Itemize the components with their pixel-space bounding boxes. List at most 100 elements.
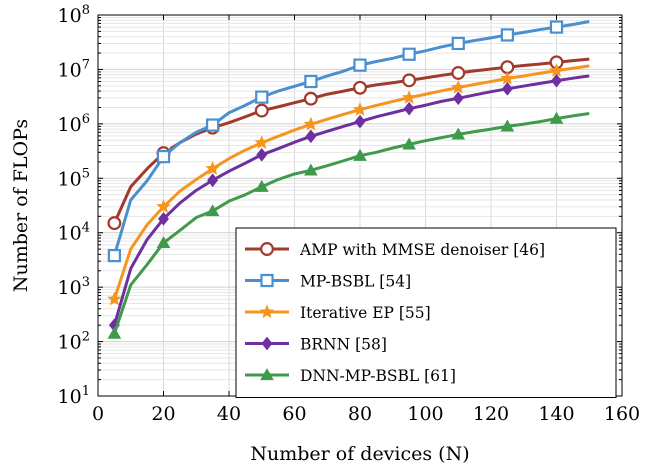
- y-tick-label: 103: [58, 275, 90, 299]
- data-marker: [156, 199, 171, 213]
- data-marker: [353, 80, 367, 95]
- data-marker: [402, 47, 416, 61]
- y-tick-label: 104: [58, 221, 90, 245]
- legend-label: DNN-MP-BSBL [61]: [300, 367, 456, 385]
- marker-background: [206, 119, 219, 132]
- data-marker: [303, 116, 319, 131]
- legend-entry: AMP with MMSE denoiser [46]: [245, 241, 545, 259]
- y-tick-label: 106: [58, 112, 90, 136]
- tick-labels: 0 20 40 60 80 100 120 140 160 101 102 103 104 105 106 1…: [58, 3, 641, 425]
- x-tick-label: 60: [282, 403, 306, 425]
- series-3: [107, 63, 590, 306]
- y-tick-label: 101: [58, 384, 90, 408]
- marker-background: [255, 104, 268, 117]
- marker-background: [452, 66, 465, 79]
- data-marker: [353, 148, 367, 161]
- marker-background: [108, 217, 121, 230]
- marker-background: [304, 75, 317, 88]
- series-5: [107, 111, 590, 339]
- x-tick-label: 120: [473, 403, 509, 425]
- data-marker: [303, 91, 318, 106]
- x-tick-label: 140: [538, 403, 574, 425]
- data-marker: [261, 336, 273, 351]
- x-axis-title: Number of devices (N): [250, 443, 469, 465]
- data-marker: [401, 90, 417, 104]
- data-marker: [352, 102, 368, 116]
- data-marker: [549, 63, 564, 77]
- data-marker: [500, 28, 515, 42]
- marker-background: [550, 21, 563, 34]
- data-marker: [156, 150, 171, 164]
- marker-background: [261, 274, 273, 287]
- x-tick-label: 80: [348, 403, 372, 425]
- data-marker: [402, 137, 416, 150]
- legend-box: [235, 227, 617, 398]
- x-tick-label: 0: [92, 403, 104, 425]
- marker-background: [255, 91, 268, 104]
- data-marker: [260, 368, 274, 381]
- data-marker: [205, 204, 220, 217]
- data-marker: [549, 20, 564, 34]
- data-marker: [259, 304, 275, 319]
- marker-background: [501, 28, 514, 41]
- marker-background: [108, 249, 121, 262]
- marker-background: [354, 81, 366, 94]
- data-marker: [304, 163, 318, 176]
- marker-background: [501, 61, 514, 74]
- data-marker: [305, 129, 317, 144]
- data-marker: [107, 326, 122, 339]
- data-marker: [304, 74, 318, 89]
- data-marker: [207, 173, 219, 188]
- legend-entry: Iterative EP [55]: [245, 304, 431, 322]
- data-marker: [451, 79, 466, 94]
- marker-background: [452, 37, 465, 50]
- marker-background: [403, 74, 416, 87]
- data-marker: [254, 103, 269, 118]
- data-marker: [158, 211, 169, 226]
- data-marker: [107, 248, 121, 263]
- data-marker: [353, 58, 367, 72]
- legend-label: AMP with MMSE denoiser [46]: [299, 241, 545, 259]
- marker-background: [403, 48, 416, 61]
- data-marker: [255, 90, 269, 104]
- y-tick-label: 105: [58, 166, 90, 190]
- x-tick-label: 40: [217, 403, 241, 425]
- data-marker: [500, 70, 515, 85]
- data-marker: [107, 291, 122, 306]
- data-marker: [260, 273, 274, 288]
- data-marker: [452, 91, 464, 106]
- marker-background: [354, 59, 366, 72]
- data-marker: [254, 179, 269, 192]
- data-marker: [403, 101, 415, 116]
- data-marker: [156, 236, 171, 249]
- y-tick-label: 107: [58, 57, 90, 81]
- data-marker: [451, 66, 466, 80]
- y-tick-label: 108: [58, 3, 90, 27]
- data-marker: [254, 135, 269, 149]
- data-marker: [551, 73, 562, 88]
- legend-entry: MP-BSBL [54]: [245, 273, 411, 291]
- data-marker: [256, 147, 268, 162]
- data-marker: [205, 161, 220, 175]
- legend-label: Iterative EP [55]: [300, 304, 431, 322]
- data-marker: [107, 216, 122, 231]
- legend-label: BRNN [58]: [300, 336, 387, 354]
- data-marker: [260, 242, 274, 256]
- x-tick-label: 20: [151, 403, 175, 425]
- data-marker: [500, 119, 515, 132]
- legend-entry: BRNN [58]: [245, 336, 387, 354]
- series-layer: [107, 20, 590, 339]
- data-marker: [501, 82, 513, 96]
- marker-background: [157, 150, 170, 163]
- data-marker: [451, 36, 465, 51]
- series-4: [108, 73, 590, 333]
- marker-background: [304, 92, 317, 105]
- legend-entry: DNN-MP-BSBL [61]: [245, 367, 456, 385]
- data-marker: [402, 73, 417, 88]
- data-marker: [451, 127, 466, 140]
- y-tick-label: 102: [58, 330, 90, 354]
- x-tick-label: 160: [604, 403, 640, 425]
- x-tick-label: 100: [407, 403, 443, 425]
- marker-background: [550, 56, 563, 69]
